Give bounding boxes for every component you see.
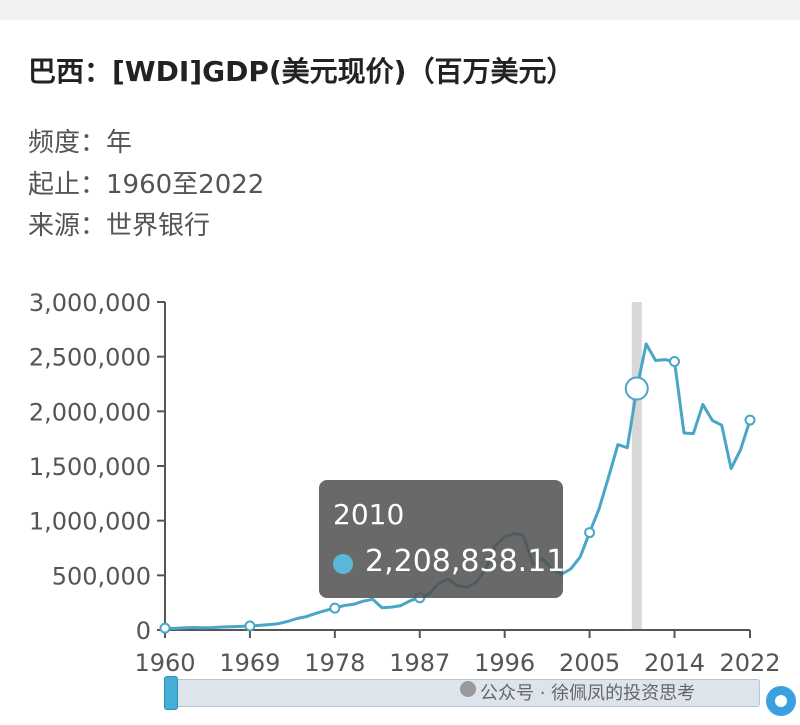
y-tick-label: 2,500,000 bbox=[29, 344, 151, 372]
data-point bbox=[584, 527, 596, 539]
chart-title: 巴西：[WDI]GDP(美元现价)（百万美元） bbox=[28, 55, 575, 88]
data-point bbox=[669, 355, 681, 367]
source-label: 来源： bbox=[28, 211, 107, 241]
data-point bbox=[244, 620, 256, 632]
data-point bbox=[159, 622, 171, 634]
x-tick-label: 1960 bbox=[134, 649, 195, 677]
data-point bbox=[744, 414, 756, 426]
tooltip-series-dot-icon bbox=[333, 554, 353, 574]
y-tick-label: 1,000,000 bbox=[29, 508, 151, 536]
chart-card bbox=[0, 20, 800, 725]
tooltip-value: 2,208,838.11 bbox=[365, 544, 566, 579]
x-tick-label: 1969 bbox=[219, 649, 280, 677]
y-tick-label: 0 bbox=[136, 617, 151, 645]
x-tick-label: 2022 bbox=[719, 649, 780, 677]
tooltip-year: 2010 bbox=[333, 498, 405, 531]
frequency-label: 频度： bbox=[28, 128, 107, 158]
tooltip: 2010 2,208,838.11 bbox=[319, 480, 566, 598]
zoom-slider-handle[interactable] bbox=[164, 676, 178, 710]
watermark-text: 公众号 · 徐佩凤的投资思考 bbox=[480, 683, 696, 704]
hover-highlight-band bbox=[631, 302, 642, 630]
y-tick-label: 500,000 bbox=[52, 562, 151, 590]
frequency-value: 年 bbox=[106, 128, 133, 158]
hovered-data-point bbox=[624, 376, 649, 401]
x-tick-label: 1996 bbox=[474, 649, 535, 677]
x-tick-label: 2005 bbox=[559, 649, 620, 677]
customer-service-icon[interactable] bbox=[766, 686, 796, 716]
range-value: 1960至2022 bbox=[106, 170, 265, 200]
y-tick-label: 3,000,000 bbox=[29, 289, 151, 317]
source-value: 世界银行 bbox=[106, 211, 211, 241]
range-row: 起止：1960至2022 bbox=[28, 164, 264, 201]
y-tick-label: 2,000,000 bbox=[29, 398, 151, 426]
source-row: 来源：世界银行 bbox=[28, 205, 210, 242]
frequency-row: 频度：年 bbox=[28, 122, 132, 159]
data-point bbox=[329, 602, 341, 614]
x-tick-label: 2014 bbox=[644, 649, 705, 677]
y-tick-label: 1,500,000 bbox=[29, 453, 151, 481]
wechat-icon bbox=[460, 681, 476, 697]
x-tick-label: 1978 bbox=[304, 649, 365, 677]
x-tick-label: 1987 bbox=[389, 649, 450, 677]
range-label: 起止： bbox=[28, 170, 107, 200]
